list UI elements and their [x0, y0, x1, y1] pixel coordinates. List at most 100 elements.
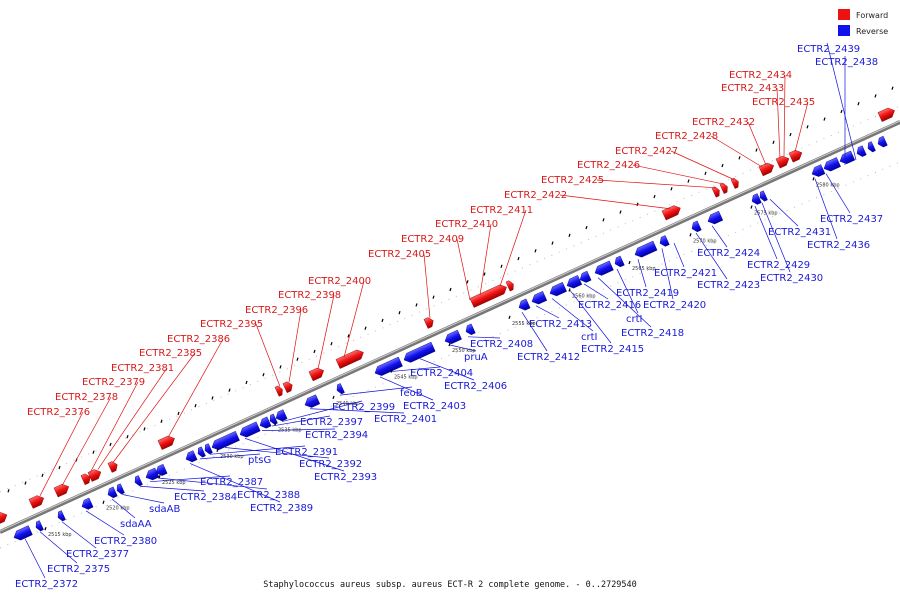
reverse-gene[interactable]: [822, 157, 841, 173]
reverse-gene-label[interactable]: ECTR2_2420: [643, 300, 706, 311]
reverse-gene-label[interactable]: ECTR2_2429: [747, 260, 810, 271]
forward-gene-label[interactable]: ECTR2_2395: [200, 319, 263, 330]
reverse-gene[interactable]: [80, 497, 94, 511]
forward-gene-label[interactable]: ECTR2_2398: [278, 290, 341, 301]
forward-gene[interactable]: [282, 380, 294, 393]
reverse-gene-label[interactable]: ECTR2_2430: [760, 273, 823, 284]
reverse-gene[interactable]: [690, 220, 702, 233]
forward-gene[interactable]: [80, 472, 92, 486]
reverse-gene[interactable]: [12, 525, 33, 543]
reverse-gene-label[interactable]: ECTR2_2408: [470, 339, 533, 350]
forward-gene-label[interactable]: ECTR2_2428: [655, 131, 718, 142]
reverse-gene[interactable]: [203, 443, 213, 456]
reverse-gene-label[interactable]: ECTR2_2438: [815, 57, 878, 68]
reverse-gene[interactable]: [876, 135, 888, 148]
forward-gene[interactable]: [308, 366, 326, 382]
reverse-gene-label[interactable]: ECTR2_2387: [200, 477, 263, 488]
forward-gene[interactable]: [87, 467, 103, 482]
reverse-gene-label[interactable]: sdaAA: [120, 519, 152, 530]
forward-gene-label[interactable]: ECTR2_2376: [27, 407, 90, 418]
forward-gene[interactable]: [788, 148, 804, 163]
reverse-gene[interactable]: [548, 281, 567, 298]
forward-gene[interactable]: [758, 161, 776, 177]
reverse-gene-label[interactable]: ECTR2_2399: [332, 402, 395, 413]
reverse-gene-label[interactable]: ECTR2_2403: [403, 401, 466, 412]
forward-gene[interactable]: [730, 177, 741, 189]
reverse-gene[interactable]: [115, 483, 125, 496]
reverse-gene-label[interactable]: ECTR2_2391: [275, 447, 338, 458]
reverse-gene-label[interactable]: ECTR2_2424: [697, 248, 760, 259]
reverse-gene[interactable]: [855, 145, 867, 158]
reverse-gene[interactable]: [238, 421, 261, 439]
reverse-gene[interactable]: [565, 275, 583, 290]
reverse-gene[interactable]: [464, 323, 476, 336]
reverse-gene-label[interactable]: ECTR2_2423: [697, 280, 760, 291]
reverse-gene-label[interactable]: ECTR2_2431: [768, 227, 831, 238]
forward-gene[interactable]: [0, 510, 9, 525]
reverse-gene[interactable]: [274, 409, 288, 423]
forward-gene-label[interactable]: ECTR2_2427: [615, 146, 678, 157]
forward-gene-label[interactable]: ECTR2_2432: [692, 117, 755, 128]
reverse-gene-label[interactable]: pruA: [464, 352, 488, 363]
forward-gene-label[interactable]: ECTR2_2435: [752, 97, 815, 108]
reverse-gene[interactable]: [593, 260, 614, 278]
reverse-gene-label[interactable]: ECTR2_2375: [47, 564, 110, 575]
forward-gene[interactable]: [877, 106, 897, 122]
reverse-gene[interactable]: [613, 255, 625, 268]
forward-gene-label[interactable]: ECTR2_2434: [729, 70, 792, 81]
reverse-gene[interactable]: [184, 450, 198, 464]
reverse-gene[interactable]: [133, 475, 143, 487]
forward-gene[interactable]: [505, 280, 516, 292]
reverse-gene-label[interactable]: ECTR2_2389: [250, 503, 313, 514]
reverse-gene-label[interactable]: ECTR2_2418: [621, 328, 684, 339]
reverse-gene[interactable]: [838, 150, 856, 166]
reverse-gene[interactable]: [196, 446, 206, 459]
reverse-gene[interactable]: [810, 164, 826, 179]
reverse-gene-label[interactable]: ECTR2_2406: [444, 381, 507, 392]
forward-gene[interactable]: [157, 434, 177, 450]
forward-gene-label[interactable]: ECTR2_2425: [541, 175, 604, 186]
reverse-gene[interactable]: [303, 394, 321, 410]
forward-gene-label[interactable]: ECTR2_2400: [308, 276, 371, 287]
reverse-gene-label[interactable]: ECTR2_2412: [517, 352, 580, 363]
reverse-gene-label[interactable]: ECTR2_2419: [616, 288, 679, 299]
forward-gene[interactable]: [274, 385, 285, 397]
reverse-gene[interactable]: [750, 193, 762, 206]
forward-gene-label[interactable]: ECTR2_2396: [245, 305, 308, 316]
forward-gene-label[interactable]: ECTR2_2405: [368, 249, 431, 260]
reverse-gene[interactable]: [530, 291, 548, 306]
reverse-gene-label[interactable]: ECTR2_2413: [529, 319, 592, 330]
forward-gene[interactable]: [53, 482, 71, 498]
reverse-gene[interactable]: [106, 486, 118, 499]
reverse-gene[interactable]: [210, 430, 240, 452]
reverse-gene-label[interactable]: ECTR2_2377: [66, 549, 129, 560]
reverse-gene-label[interactable]: ECTR2_2393: [314, 472, 377, 483]
forward-gene[interactable]: [719, 182, 730, 194]
reverse-gene-label[interactable]: ECTR2_2416: [578, 300, 641, 311]
reverse-gene[interactable]: [402, 341, 436, 364]
forward-gene-label[interactable]: ECTR2_2409: [401, 234, 464, 245]
reverse-gene[interactable]: [517, 298, 531, 312]
reverse-gene[interactable]: [706, 210, 724, 226]
forward-gene[interactable]: [107, 460, 119, 473]
reverse-gene-label[interactable]: ECTR2_2397: [300, 417, 363, 428]
forward-gene-label[interactable]: ECTR2_2378: [55, 392, 118, 403]
reverse-gene-label[interactable]: ECTR2_2388: [237, 490, 300, 501]
reverse-gene[interactable]: [34, 520, 44, 533]
reverse-gene-label[interactable]: ECTR2_2384: [174, 492, 237, 503]
reverse-gene-label[interactable]: ECTR2_2372: [15, 579, 78, 590]
forward-gene-label[interactable]: ECTR2_2426: [577, 160, 640, 171]
reverse-gene-label[interactable]: crtI: [626, 314, 642, 325]
forward-gene-label[interactable]: ECTR2_2386: [167, 334, 230, 345]
reverse-gene-label[interactable]: ECTR2_2380: [94, 536, 157, 547]
reverse-gene-label[interactable]: ptsG: [248, 455, 271, 466]
reverse-gene[interactable]: [443, 329, 462, 346]
forward-gene[interactable]: [469, 283, 509, 308]
reverse-gene[interactable]: [866, 141, 876, 154]
reverse-gene-label[interactable]: ECTR2_2392: [299, 459, 362, 470]
reverse-gene[interactable]: [144, 467, 160, 482]
reverse-gene-label[interactable]: feoB: [400, 388, 423, 399]
forward-gene[interactable]: [423, 316, 435, 329]
reverse-gene[interactable]: [154, 463, 168, 477]
forward-gene-label[interactable]: ECTR2_2433: [721, 83, 784, 94]
